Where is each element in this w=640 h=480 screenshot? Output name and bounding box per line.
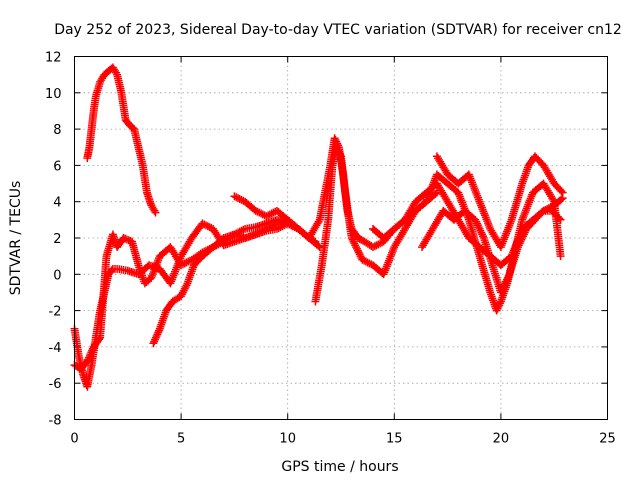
y-tick-label: 0 xyxy=(53,268,61,283)
x-tick-label: 5 xyxy=(177,432,185,447)
chart-title: Day 252 of 2023, Sidereal Day-to-day VTE… xyxy=(54,22,622,38)
series-track-i xyxy=(418,206,565,297)
plus-markers xyxy=(418,206,565,297)
plus-markers xyxy=(83,63,160,217)
series-track-a xyxy=(83,63,160,217)
plus-markers xyxy=(149,215,320,348)
series-track-d xyxy=(149,215,320,348)
axis-ticks: 0 5 10 15 20 25 -8 -6 -4 -2 0 2 4 6 8 10 12 xyxy=(45,51,616,447)
data-points xyxy=(70,63,567,391)
plus-markers xyxy=(432,152,567,252)
y-tick-label: 10 xyxy=(45,87,62,102)
y-tick-label: 4 xyxy=(53,196,61,211)
x-tick-label: 15 xyxy=(386,432,403,447)
series-track-h xyxy=(432,152,567,252)
plot-frame xyxy=(74,56,608,420)
y-tick-label: 6 xyxy=(53,159,61,174)
y-tick-label: -8 xyxy=(49,414,62,429)
x-axis-label: GPS time / hours xyxy=(281,459,398,475)
x-tick-label: 20 xyxy=(493,432,510,447)
x-tick-label: 10 xyxy=(279,432,296,447)
x-tick-label: 0 xyxy=(70,432,78,447)
y-tick-label: -6 xyxy=(49,377,62,392)
grid xyxy=(74,56,608,420)
y-axis-label: SDTVAR / TECUs xyxy=(8,181,24,296)
x-tick-label: 25 xyxy=(599,432,616,447)
y-tick-label: 2 xyxy=(53,232,61,247)
y-tick-label: -4 xyxy=(49,341,62,356)
y-tick-label: -2 xyxy=(49,305,62,320)
y-tick-label: 8 xyxy=(53,123,61,138)
y-tick-label: 12 xyxy=(45,51,62,66)
